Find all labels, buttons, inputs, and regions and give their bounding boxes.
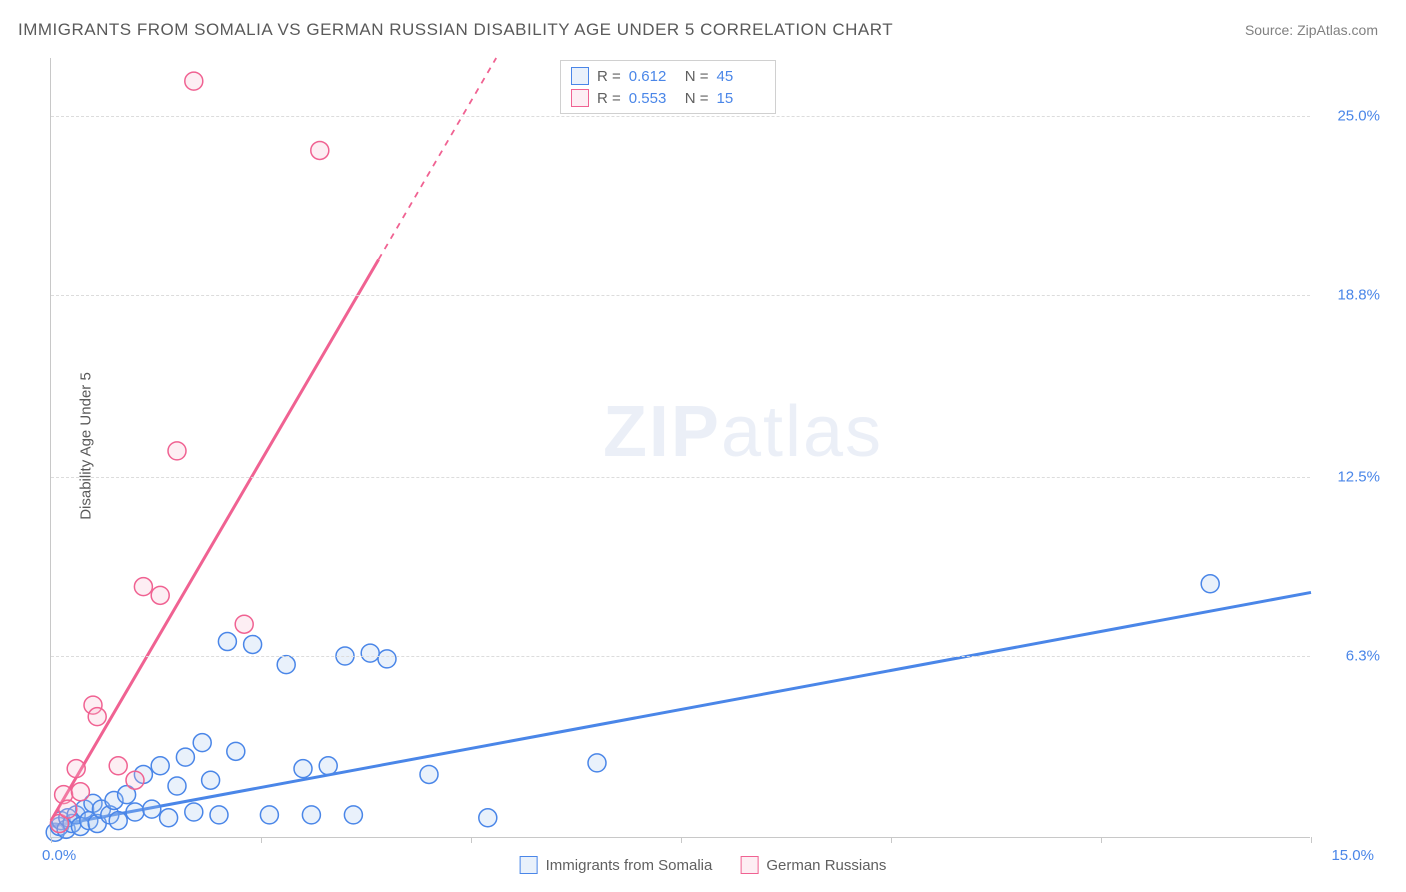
swatch-icon [740,856,758,874]
swatch-icon [571,67,589,85]
data-point-german_russian [67,760,85,778]
data-point-somalia [185,803,203,821]
legend-item-somalia: Immigrants from Somalia [520,856,713,874]
data-point-german_russian [235,615,253,633]
data-point-german_russian [88,708,106,726]
data-point-somalia [260,806,278,824]
gridline [51,295,1310,296]
gridline [51,656,1310,657]
data-point-somalia [420,765,438,783]
data-point-somalia [588,754,606,772]
data-point-somalia [202,771,220,789]
data-point-somalia [361,644,379,662]
x-tick [51,837,52,843]
data-point-somalia [378,650,396,668]
data-point-somalia [244,635,262,653]
stat-R-label: R = [597,90,621,107]
data-point-somalia [302,806,320,824]
y-tick-label: 25.0% [1337,107,1380,124]
x-tick [1101,837,1102,843]
data-point-somalia [227,742,245,760]
stat-R-value: 0.612 [629,68,677,85]
data-point-german_russian [185,72,203,90]
x-tick [471,837,472,843]
plot-region: 6.3%12.5%18.8%25.0% [50,58,1310,838]
stat-N-label: N = [685,90,709,107]
data-point-german_russian [59,800,77,818]
data-point-somalia [176,748,194,766]
data-point-german_russian [168,442,186,460]
data-point-german_russian [126,771,144,789]
x-tick [261,837,262,843]
data-point-somalia [151,757,169,775]
gridline [51,477,1310,478]
legend-item-german_russian: German Russians [740,856,886,874]
stat-N-value: 15 [717,90,765,107]
data-point-somalia [126,803,144,821]
data-point-somalia [218,633,236,651]
stat-R-value: 0.553 [629,90,677,107]
x-min-label: 0.0% [42,847,76,864]
swatch-icon [520,856,538,874]
stats-row-german_russian: R = 0.553 N = 15 [571,87,765,109]
x-max-label: 15.0% [1331,847,1374,864]
data-point-somalia [193,734,211,752]
swatch-icon [571,89,589,107]
trend-line-dashed-german_russian [379,58,497,259]
data-point-german_russian [151,586,169,604]
data-point-german_russian [134,578,152,596]
legend-label: German Russians [766,857,886,874]
stat-R-label: R = [597,68,621,85]
gridline [51,116,1310,117]
data-point-somalia [344,806,362,824]
legend-label: Immigrants from Somalia [546,857,713,874]
data-point-somalia [294,760,312,778]
data-point-somalia [277,656,295,674]
plot-svg [51,58,1310,837]
data-point-somalia [160,809,178,827]
data-point-somalia [143,800,161,818]
data-point-somalia [109,812,127,830]
y-tick-label: 12.5% [1337,468,1380,485]
bottom-legend: Immigrants from Somalia German Russians [520,856,887,874]
x-tick [1311,837,1312,843]
y-tick-label: 18.8% [1337,286,1380,303]
stat-N-label: N = [685,68,709,85]
y-tick-label: 6.3% [1346,648,1380,665]
data-point-german_russian [71,783,89,801]
data-point-german_russian [109,757,127,775]
data-point-somalia [479,809,497,827]
chart-area: 6.3%12.5%18.8%25.0% ZIPatlas [50,58,1310,838]
source-label: Source: ZipAtlas.com [1245,22,1378,38]
trend-line-german_russian [51,259,379,820]
data-point-somalia [319,757,337,775]
data-point-somalia [1201,575,1219,593]
stats-row-somalia: R = 0.612 N = 45 [571,65,765,87]
data-point-somalia [210,806,228,824]
stats-legend: R = 0.612 N = 45R = 0.553 N = 15 [560,60,776,114]
data-point-german_russian [311,141,329,159]
chart-title: IMMIGRANTS FROM SOMALIA VS GERMAN RUSSIA… [18,20,893,40]
stat-N-value: 45 [717,68,765,85]
x-tick [891,837,892,843]
data-point-somalia [168,777,186,795]
x-tick [681,837,682,843]
